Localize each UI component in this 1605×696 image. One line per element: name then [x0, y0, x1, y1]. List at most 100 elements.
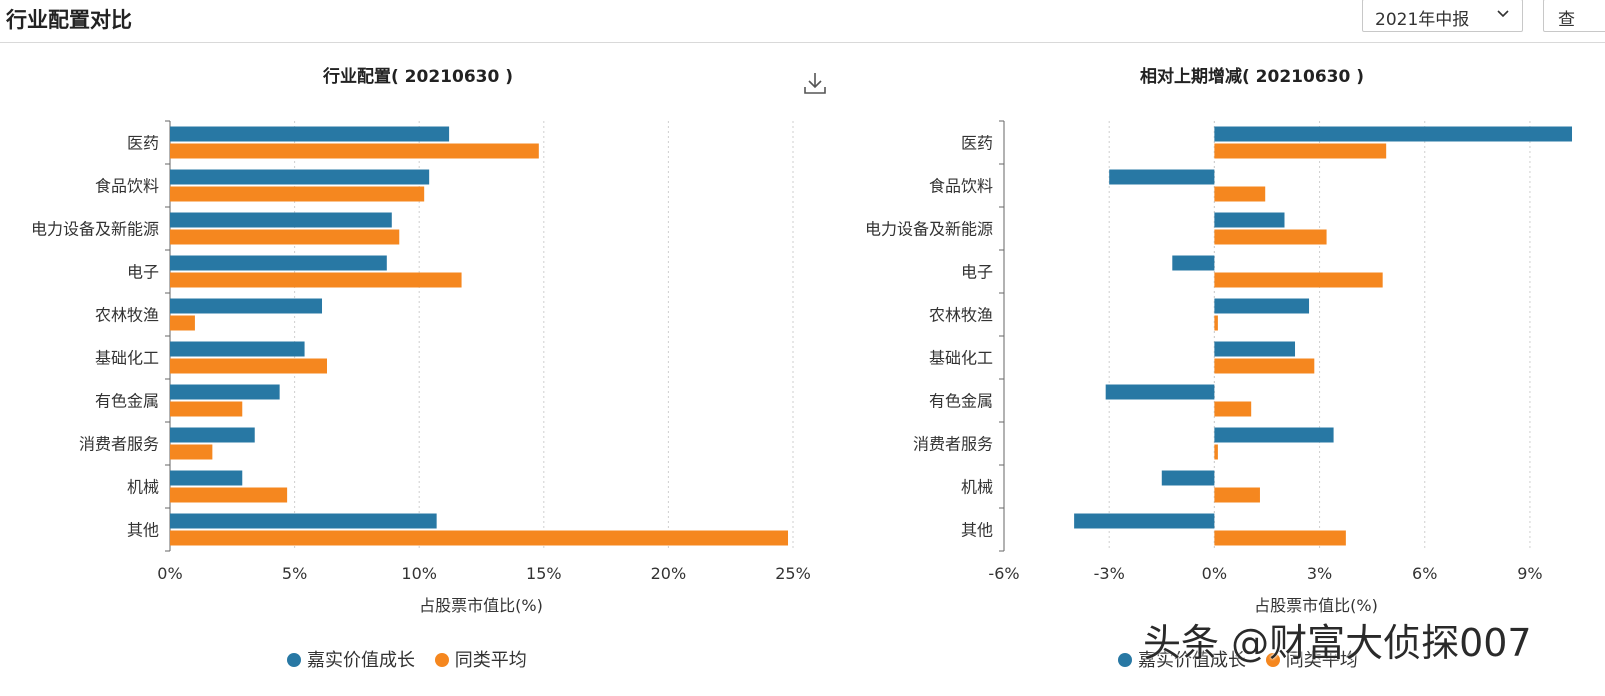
bar-series-1	[1214, 341, 1296, 357]
bar-series-1	[1214, 427, 1334, 443]
query-button-label: 查	[1558, 10, 1575, 30]
period-select[interactable]: 2021年中报	[1362, 0, 1523, 32]
x-tick-label: 3%	[1307, 564, 1332, 583]
legend-marker-series-1	[287, 653, 301, 667]
category-label: 有色金属	[929, 392, 993, 411]
bar-series-1	[1172, 255, 1215, 271]
bar-series-1	[1214, 212, 1285, 228]
x-tick-label: 20%	[651, 564, 687, 583]
legend-item-series-1[interactable]: 嘉实价值成长	[1118, 646, 1246, 672]
bar-series-1	[170, 470, 243, 486]
bar-series-2	[170, 530, 789, 546]
bar-series-2	[1214, 272, 1383, 288]
chart-title: 相对上期增减( 20210630 )	[1140, 66, 1364, 87]
legend-marker-series-2	[1265, 653, 1280, 667]
bar-series-1	[1161, 470, 1215, 486]
download-icon[interactable]	[802, 70, 828, 96]
bar-series-1	[170, 212, 392, 228]
bar-series-1	[170, 255, 387, 271]
category-label: 有色金属	[95, 392, 159, 411]
bar-series-2	[1214, 530, 1346, 546]
bar-series-2	[1214, 143, 1387, 159]
x-axis-label: 占股票市值比(%)	[419, 596, 543, 615]
legend-marker-series-1	[1118, 653, 1132, 667]
page-title: 行业配置对比	[6, 8, 132, 32]
page-header: 行业配置对比 2021年中报 查	[0, 0, 1605, 43]
bar-series-1	[1105, 384, 1215, 400]
bar-series-2	[1214, 229, 1327, 245]
category-label: 食品饮料	[95, 177, 159, 196]
category-label: 消费者服务	[79, 435, 159, 454]
legend-label-series-2: 同类平均	[1285, 650, 1358, 671]
x-tick-label: 15%	[526, 564, 562, 583]
category-label: 机械	[127, 478, 159, 497]
bar-series-1	[170, 513, 437, 529]
bar-series-2	[170, 143, 539, 159]
bar-series-2	[170, 358, 327, 374]
category-label: 农林牧渔	[929, 306, 993, 325]
bar-series-1	[1214, 298, 1310, 314]
category-label: 电力设备及新能源	[31, 220, 159, 239]
bar-series-1	[170, 384, 280, 400]
legend-left: 嘉实价值成长 同类平均	[287, 646, 541, 672]
bar-series-2	[1214, 186, 1266, 202]
x-tick-label: -6%	[988, 564, 1019, 583]
bar-series-1	[1109, 169, 1215, 185]
legend-item-series-2[interactable]: 同类平均	[434, 646, 527, 672]
category-label: 基础化工	[95, 349, 159, 368]
watermark-text: 头条 @财富大侦探007	[1143, 621, 1532, 665]
bar-series-2	[170, 487, 288, 503]
bar-series-1	[170, 126, 450, 142]
x-tick-label: -3%	[1094, 564, 1125, 583]
category-label: 食品饮料	[929, 177, 993, 196]
legend-label-series-2: 同类平均	[454, 650, 527, 671]
category-label: 电力设备及新能源	[865, 220, 993, 239]
bar-series-2	[1214, 401, 1252, 417]
category-label: 电子	[961, 263, 993, 282]
category-label: 其他	[961, 521, 993, 540]
period-select-value: 2021年中报	[1375, 10, 1470, 30]
query-button[interactable]: 查	[1543, 0, 1605, 32]
legend-label-series-1: 嘉实价值成长	[307, 650, 415, 671]
bar-series-1	[170, 341, 305, 357]
x-tick-label: 10%	[401, 564, 437, 583]
category-label: 医药	[127, 134, 159, 153]
legend-item-series-1[interactable]: 嘉实价值成长	[287, 646, 415, 672]
x-tick-label: 0%	[1202, 564, 1227, 583]
legend-right: 嘉实价值成长 同类平均	[1118, 646, 1372, 672]
bar-series-2	[170, 186, 425, 202]
bar-series-2	[170, 229, 400, 245]
legend-item-series-2[interactable]: 同类平均	[1265, 646, 1358, 672]
category-label: 机械	[961, 478, 993, 497]
x-tick-label: 9%	[1517, 564, 1542, 583]
bar-series-1	[170, 427, 255, 443]
x-tick-label: 5%	[282, 564, 307, 583]
bar-series-1	[1074, 513, 1215, 529]
chevron-down-icon	[1497, 10, 1509, 18]
bar-series-2	[1214, 487, 1260, 503]
bar-series-2	[170, 272, 462, 288]
chart-title: 行业配置( 20210630 )	[322, 66, 513, 87]
bar-series-2	[1214, 444, 1218, 460]
category-label: 医药	[961, 134, 993, 153]
x-tick-label: 25%	[775, 564, 811, 583]
legend-marker-series-2	[434, 653, 449, 667]
bar-series-1	[170, 169, 430, 185]
bar-series-2	[1214, 315, 1218, 331]
bar-series-2	[1214, 358, 1315, 374]
category-label: 消费者服务	[913, 435, 993, 454]
category-label: 基础化工	[929, 349, 993, 368]
category-label: 农林牧渔	[95, 306, 159, 325]
bar-series-1	[1214, 126, 1573, 142]
x-axis-label: 占股票市值比(%)	[1254, 596, 1378, 615]
bar-series-2	[170, 401, 243, 417]
category-label: 电子	[127, 263, 159, 282]
bar-series-1	[170, 298, 323, 314]
bar-series-2	[170, 444, 213, 460]
legend-label-series-1: 嘉实价值成长	[1138, 650, 1246, 671]
category-label: 其他	[127, 521, 159, 540]
x-tick-label: 0%	[157, 564, 182, 583]
bar-series-2	[170, 315, 195, 331]
x-tick-label: 6%	[1412, 564, 1437, 583]
charts-canvas: 行业配置( 20210630 ) 0% 5% 10% 15% 20% 25% 医药食品饮料电力…	[31, 66, 1573, 615]
